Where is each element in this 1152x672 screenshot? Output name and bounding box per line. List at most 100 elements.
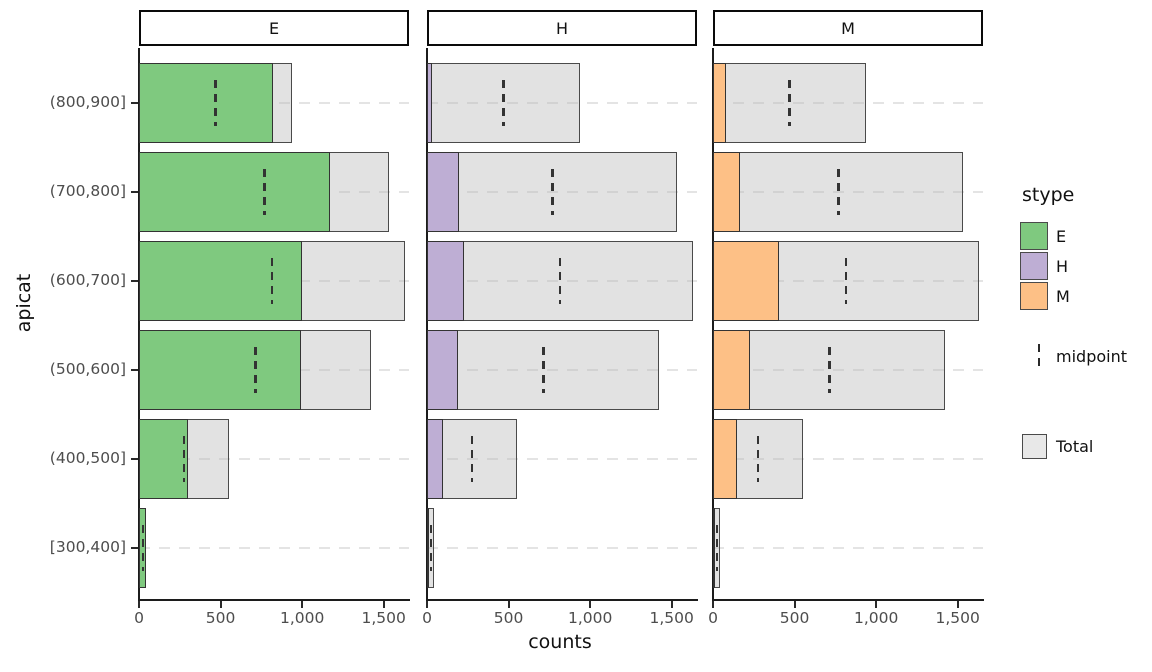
- bar-stype-e: [139, 152, 330, 232]
- midpoint-marker: [828, 347, 831, 393]
- midpoint-marker: [756, 436, 760, 482]
- x-tick-mark: [875, 601, 878, 608]
- legend-item-label: H: [1056, 257, 1069, 276]
- midpoint-marker: [715, 525, 719, 571]
- bar-stype-m: [713, 508, 715, 588]
- total-legend-label: Total: [1056, 437, 1094, 456]
- legend-item-e: E: [1008, 222, 1152, 252]
- legend-swatch-h-icon: [1020, 252, 1048, 280]
- legend-title: stype: [1022, 184, 1075, 206]
- y-axis-line: [426, 48, 428, 599]
- bar-stype-m: [713, 152, 740, 232]
- x-tick-mark: [301, 601, 304, 608]
- bar-stype-m: [713, 330, 750, 410]
- y-tick-label: (500,600]: [49, 360, 126, 378]
- x-tick-mark: [670, 601, 673, 608]
- legend-item-m: M: [1008, 282, 1152, 312]
- y-tick-mark: [131, 280, 139, 282]
- x-tick-label: 1,500: [649, 609, 694, 627]
- legend-item-label: E: [1056, 227, 1067, 246]
- x-axis-line: [712, 599, 984, 601]
- x-tick-mark: [219, 601, 222, 608]
- bar-stype-e: [139, 419, 188, 499]
- x-tick-label: 1,000: [279, 609, 325, 627]
- gridline: [713, 458, 983, 460]
- x-axis-line: [426, 599, 698, 601]
- midpoint-marker: [254, 347, 257, 393]
- y-tick-mark: [131, 458, 139, 460]
- y-tick-label: (600,700]: [49, 271, 126, 289]
- facet-strip-label: M: [841, 18, 855, 38]
- x-axis-line: [138, 599, 410, 601]
- x-tick-label: 500: [493, 609, 524, 627]
- x-tick-mark: [712, 601, 714, 608]
- y-tick-label: (800,900]: [49, 93, 126, 111]
- midpoint-marker: [542, 347, 545, 393]
- gridline: [713, 280, 983, 282]
- legend-item-label: M: [1056, 287, 1070, 306]
- x-tick-mark: [426, 601, 428, 608]
- total-legend-key-icon: [1022, 434, 1047, 459]
- midpoint-marker: [558, 258, 562, 304]
- midpoint-marker: [270, 258, 274, 304]
- gridline: [713, 547, 983, 549]
- y-axis-line: [712, 48, 714, 599]
- x-tick-label: 1,000: [567, 609, 613, 627]
- facet-strip-e: E: [139, 10, 409, 46]
- gridline: [427, 102, 697, 104]
- y-tick-mark: [131, 102, 139, 104]
- y-tick-mark: [131, 191, 139, 193]
- gridline: [427, 191, 697, 193]
- legend-item-h: H: [1008, 252, 1152, 282]
- y-tick-label: (700,800]: [49, 182, 126, 200]
- x-tick-label: 1,000: [853, 609, 899, 627]
- midpoint-marker: [837, 169, 840, 215]
- gridline: [713, 369, 983, 371]
- bar-total-m: [713, 63, 866, 143]
- facet-strip-h: H: [427, 10, 697, 46]
- bar-stype-h: [427, 330, 458, 410]
- x-tick-mark: [138, 601, 140, 608]
- legend-swatch-m-icon: [1020, 282, 1048, 310]
- gridline: [139, 547, 409, 549]
- gridline: [427, 280, 697, 282]
- y-tick-label: [300,400]: [49, 538, 126, 556]
- bar-stype-h: [427, 63, 432, 143]
- x-tick-mark: [793, 601, 796, 608]
- x-tick-label: 0: [708, 609, 718, 627]
- bar-stype-h: [427, 241, 464, 321]
- bar-stype-h: [427, 152, 459, 232]
- gridline: [427, 547, 697, 549]
- x-tick-label: 1,500: [361, 609, 406, 627]
- midpoint-marker: [429, 525, 433, 571]
- midpoint-legend-key-icon: [1038, 344, 1041, 370]
- gridline: [139, 458, 409, 460]
- midpoint-marker: [551, 169, 554, 215]
- x-tick-label: 0: [422, 609, 432, 627]
- midpoint-marker: [263, 169, 266, 215]
- x-tick-label: 500: [779, 609, 810, 627]
- x-tick-mark: [382, 601, 385, 608]
- midpoint-marker: [182, 436, 186, 482]
- midpoint-marker: [502, 80, 505, 126]
- bar-stype-e: [139, 241, 303, 321]
- gridline: [427, 369, 697, 371]
- midpoint-marker: [141, 525, 145, 571]
- x-axis-title: counts: [528, 631, 592, 653]
- x-tick-mark: [956, 601, 959, 608]
- legend-swatch-e-icon: [1020, 222, 1048, 250]
- bar-stype-m: [713, 241, 780, 321]
- bar-stype-m: [713, 419, 737, 499]
- midpoint-marker: [788, 80, 791, 126]
- gridline: [427, 458, 697, 460]
- y-tick-mark: [131, 547, 139, 549]
- bar-stype-h: [427, 508, 429, 588]
- bar-stype-m: [713, 63, 727, 143]
- x-tick-label: 1,500: [935, 609, 980, 627]
- facet-panel-e: [139, 48, 409, 599]
- x-tick-mark: [507, 601, 510, 608]
- facet-strip-m: M: [713, 10, 983, 46]
